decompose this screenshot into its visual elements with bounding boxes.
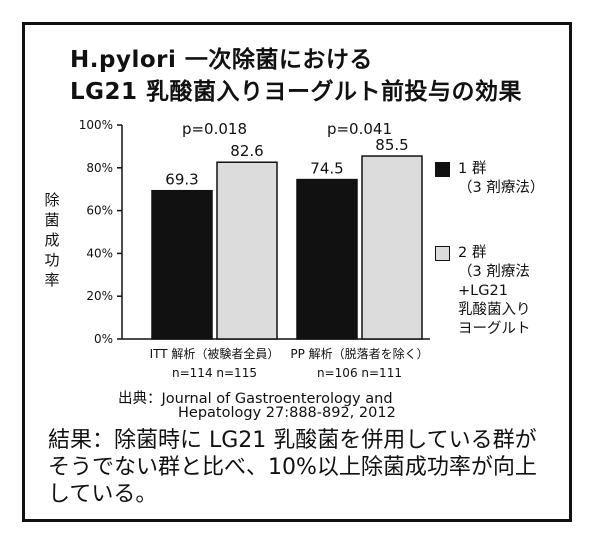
source-line2: Hepatology 27:888-892, 2012: [178, 405, 396, 421]
x-category-label: PP 解析（脱落者を除く）: [290, 346, 428, 361]
bar-value-label: 82.6: [230, 142, 263, 160]
legend-label-group2: 2 群 （3 剤療法 +LG21 乳酸菌入り ヨーグルト: [458, 245, 531, 337]
source-line1: 出典：Journal of Gastroenterology and: [118, 391, 393, 407]
p-value-label: p=0.018: [182, 120, 247, 138]
chart-title-line2: LG21 乳酸菌入りヨーグルト前投与の効果: [70, 79, 523, 105]
result-text: 結果：除菌時に LG21 乳酸菌を併用している群がそうでない群と比べ、10%以上…: [48, 428, 537, 507]
bar-series1: [151, 189, 213, 340]
bar-value-label: 74.5: [310, 160, 343, 178]
chart-title-line1: H.pylori 一次除菌における: [70, 47, 373, 73]
bar-series2: [361, 155, 423, 340]
legend-swatch-group2: [435, 246, 450, 261]
x-category-n-label: n=114 n=115: [172, 366, 257, 380]
legend-label-group1: 1 群 （3 剤療法）: [458, 161, 545, 196]
y-tick-label: 80%: [86, 161, 113, 175]
y-tick-label: 60%: [86, 204, 113, 218]
x-category-n-label: n=106 n=111: [317, 366, 402, 380]
legend-swatch-group1: [435, 162, 450, 177]
y-tick-label: 0%: [94, 332, 113, 346]
y-tick-label: 40%: [86, 246, 113, 260]
y-tick-label: 100%: [79, 118, 113, 132]
bar-series2: [216, 161, 278, 340]
y-axis-label: 除菌成功率: [44, 191, 60, 289]
bar-series1: [296, 178, 358, 340]
y-tick-label: 20%: [86, 289, 113, 303]
bar-value-label: 85.5: [375, 136, 408, 154]
bar-value-label: 69.3: [165, 171, 198, 189]
p-value-label: p=0.041: [327, 120, 392, 138]
x-category-label: ITT 解析（被験者全員）: [150, 346, 280, 361]
